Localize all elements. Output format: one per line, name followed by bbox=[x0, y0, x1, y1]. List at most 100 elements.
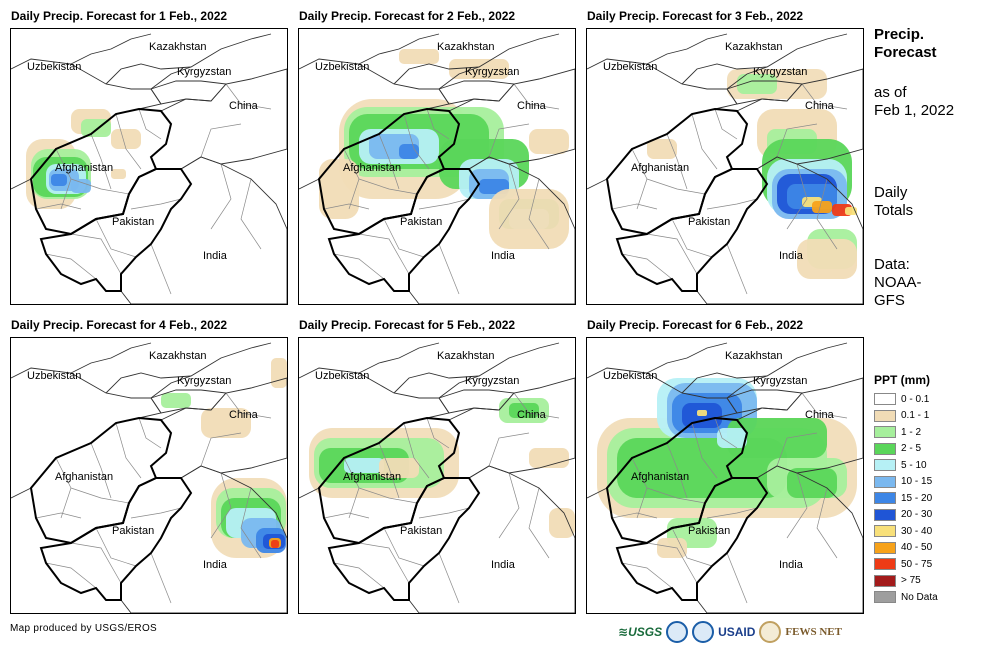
country-label-pakistan: Pakistan bbox=[112, 216, 154, 228]
country-label-afghanistan: Afghanistan bbox=[343, 162, 401, 174]
country-boundary bbox=[726, 80, 803, 105]
country-boundary bbox=[393, 33, 560, 85]
province-boundary bbox=[611, 203, 658, 210]
forecast-panel-feb-6: Daily Precip. Forecast for 6 Feb., 2022 … bbox=[586, 318, 876, 618]
legend-swatch bbox=[874, 475, 896, 488]
country-label-china: China bbox=[517, 409, 547, 421]
legend-label: 20 - 30 bbox=[901, 509, 933, 521]
country-label-kazakhstan: Kazakhstan bbox=[437, 41, 494, 53]
legend-swatch bbox=[874, 393, 896, 406]
daily-totals-note: Daily Totals bbox=[874, 184, 913, 220]
country-boundary bbox=[393, 342, 560, 394]
legend-swatch bbox=[874, 442, 896, 455]
province-boundary bbox=[528, 178, 550, 250]
province-boundary bbox=[706, 198, 758, 210]
province-boundary bbox=[498, 163, 520, 230]
precip-cell bbox=[161, 393, 191, 408]
side-title-line1: Precip. bbox=[874, 26, 925, 43]
legend-item: 40 - 50 bbox=[874, 540, 938, 557]
country-label-uzbekistan: Uzbekistan bbox=[27, 370, 81, 382]
map-svg: Kazakhstan Uzbekistan Kyrgyzstan China Afgha… bbox=[11, 33, 287, 304]
province-boundary bbox=[115, 113, 142, 170]
province-boundary bbox=[343, 148, 360, 210]
forecast-panel-feb-1: Daily Precip. Forecast for 1 Feb., 2022 … bbox=[10, 9, 300, 309]
country-boundary bbox=[11, 487, 32, 499]
country-label-pakistan: Pakistan bbox=[688, 216, 730, 228]
precip-layer bbox=[319, 49, 569, 249]
country-label-india: India bbox=[203, 559, 228, 571]
province-boundary bbox=[333, 253, 385, 280]
country-label-kyrgyzstan: Kyrgyzstan bbox=[753, 66, 807, 78]
afghanistan-border bbox=[317, 107, 461, 236]
data-line3: GFS bbox=[874, 292, 905, 309]
country-label-pakistan: Pakistan bbox=[400, 216, 442, 228]
province-boundary bbox=[621, 562, 673, 589]
province-boundary bbox=[150, 243, 172, 295]
legend-swatch bbox=[874, 558, 896, 571]
forecast-panel-feb-3: Daily Precip. Forecast for 3 Feb., 2022 … bbox=[586, 9, 876, 309]
precip-cell bbox=[271, 540, 279, 548]
province-boundary bbox=[706, 507, 758, 519]
province-boundary bbox=[358, 233, 410, 275]
country-boundary bbox=[681, 33, 848, 85]
province-boundary bbox=[55, 457, 72, 519]
province-boundary bbox=[666, 442, 688, 499]
country-label-china: China bbox=[805, 409, 835, 421]
side-title: Precip. Forecast bbox=[874, 26, 937, 62]
legend-item: 30 - 40 bbox=[874, 523, 938, 540]
country-label-uzbekistan: Uzbekistan bbox=[315, 370, 369, 382]
province-boundary bbox=[45, 562, 97, 589]
country-label-afghanistan: Afghanistan bbox=[631, 471, 689, 483]
country-boundary bbox=[105, 33, 272, 85]
country-boundary bbox=[70, 342, 152, 374]
province-boundary bbox=[528, 487, 550, 559]
province-boundary bbox=[210, 472, 232, 539]
province-boundary bbox=[513, 392, 560, 419]
precip-map: Kazakhstan Uzbekistan Kyrgyzstan China Afgha… bbox=[586, 28, 864, 305]
province-boundary bbox=[138, 108, 162, 140]
precip-layer bbox=[647, 69, 857, 279]
pakistan-border bbox=[39, 477, 193, 601]
precip-cell bbox=[111, 129, 141, 149]
legend-item: 10 - 15 bbox=[874, 474, 938, 491]
province-boundary bbox=[646, 233, 698, 275]
province-boundary bbox=[816, 487, 838, 559]
forecast-panel-feb-2: Daily Precip. Forecast for 2 Feb., 2022 … bbox=[298, 9, 588, 309]
country-boundary bbox=[299, 178, 320, 190]
country-label-kyrgyzstan: Kyrgyzstan bbox=[465, 375, 519, 387]
province-boundary bbox=[70, 487, 130, 504]
pakistan-border bbox=[615, 477, 769, 601]
legend-swatch bbox=[874, 525, 896, 538]
legend-item: > 75 bbox=[874, 573, 938, 590]
legend-item: 0 - 0.1 bbox=[874, 391, 938, 408]
country-boundary bbox=[358, 342, 440, 374]
country-label-india: India bbox=[491, 250, 516, 262]
pakistan-border bbox=[327, 168, 481, 292]
precip-cell bbox=[797, 239, 857, 279]
data-line2: NOAA- bbox=[874, 274, 922, 291]
legend-label: 0.1 - 1 bbox=[901, 410, 930, 422]
province-boundary bbox=[786, 472, 808, 539]
province-boundary bbox=[240, 487, 262, 559]
province-boundary bbox=[646, 178, 706, 195]
legend-item: 0.1 - 1 bbox=[874, 408, 938, 425]
province-boundary bbox=[691, 113, 718, 170]
precip-cell bbox=[201, 408, 251, 438]
country-boundary bbox=[150, 375, 192, 399]
province-boundary bbox=[70, 178, 130, 195]
country-label-kazakhstan: Kazakhstan bbox=[149, 41, 206, 53]
legend-item: No Data bbox=[874, 589, 938, 606]
usgs-logo-text: USGS bbox=[628, 624, 663, 639]
precip-cell bbox=[51, 174, 67, 186]
province-boundary bbox=[714, 108, 738, 140]
legend-label: 15 - 20 bbox=[901, 492, 933, 504]
precip-cell bbox=[787, 468, 837, 498]
province-boundary bbox=[403, 113, 430, 170]
precip-cell bbox=[344, 458, 384, 473]
country-boundary bbox=[438, 66, 480, 90]
province-boundary bbox=[631, 148, 648, 210]
as-of-date: as of Feb 1, 2022 bbox=[874, 84, 954, 120]
province-boundary bbox=[90, 133, 112, 190]
province-boundary bbox=[35, 203, 82, 210]
legend-swatch bbox=[874, 409, 896, 422]
